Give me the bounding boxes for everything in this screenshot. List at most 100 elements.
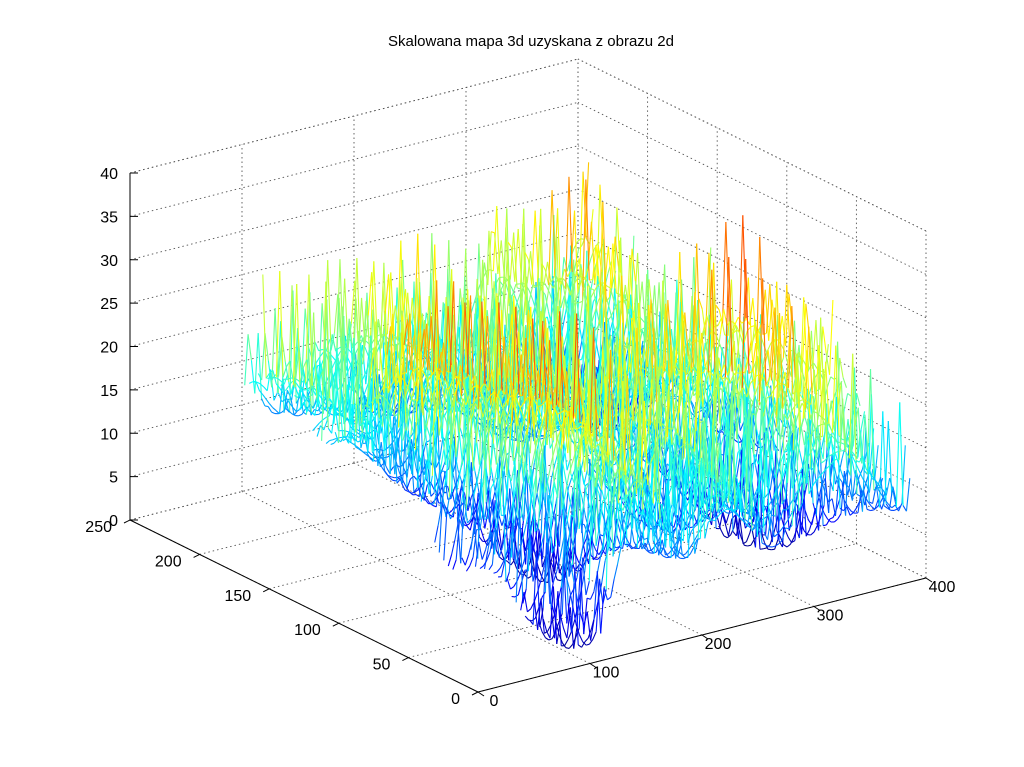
floor-gridline-y: [408, 543, 857, 659]
backwall-gridline-z: [129, 145, 579, 261]
mesh-segment: [287, 377, 292, 380]
mesh-segment: [498, 276, 503, 279]
mesh-segment: [541, 263, 546, 271]
mesh-segment: [318, 386, 324, 396]
mesh-segment: [298, 413, 303, 417]
mesh-segment: [277, 392, 283, 402]
mesh-segment: [597, 275, 602, 310]
mesh-segment: [273, 376, 278, 379]
mesh-segment: [388, 274, 393, 335]
mesh-segment: [294, 349, 300, 381]
mesh-segment: [281, 399, 286, 403]
mesh-segment: [497, 240, 502, 275]
mesh-segment: [267, 377, 271, 380]
mesh-segment: [490, 231, 495, 234]
mesh-segment: [516, 292, 522, 303]
mesh-segment: [369, 261, 375, 338]
mesh-segment: [265, 372, 270, 379]
mesh-segment: [548, 190, 553, 286]
backwall-gridline-z: [129, 362, 579, 478]
mesh-segment: [322, 299, 328, 414]
mesh-segment: [254, 333, 259, 394]
mesh-segment: [321, 281, 327, 396]
mesh-segment: [529, 284, 534, 300]
mesh-segment: [371, 272, 376, 336]
mesh-segment: [282, 392, 287, 399]
mesh-segment: [506, 208, 511, 318]
mesh-segment: [302, 393, 308, 400]
mesh-segment: [285, 408, 290, 413]
mesh-segment: [352, 257, 358, 347]
mesh-segment: [305, 396, 310, 401]
back-gridlines: [129, 58, 927, 693]
mesh-segment: [545, 282, 551, 304]
mesh-segment: [289, 384, 294, 397]
mesh-segment: [365, 300, 370, 348]
mesh-segment: [258, 390, 264, 395]
mesh-segment: [531, 210, 536, 285]
mesh-segment: [271, 307, 276, 388]
mesh-segment: [275, 410, 280, 415]
mesh-segment: [551, 190, 556, 275]
mesh-segment: [578, 339, 583, 359]
mesh-segment: [564, 297, 569, 316]
mesh-segment: [454, 326, 459, 369]
surface-mesh: [244, 162, 911, 649]
mesh-segment: [292, 407, 297, 413]
mesh-segment: [363, 368, 368, 377]
mesh-segment: [527, 259, 533, 285]
mesh-segment: [250, 360, 256, 394]
mesh-segment: [305, 274, 310, 384]
chart-title: Skalowana mapa 3d uzyskana z obrazu 2d: [388, 33, 674, 50]
backwall-gridline-z: [129, 101, 579, 217]
mesh-segment: [257, 333, 263, 399]
mesh-segment: [545, 285, 551, 294]
mesh-segment: [323, 400, 328, 407]
mesh-segment: [336, 348, 341, 392]
mesh-segment: [377, 319, 383, 349]
mesh-segment: [271, 374, 276, 381]
mesh-segment: [331, 355, 336, 361]
mesh-segment: [557, 208, 562, 309]
mesh-segment: [579, 329, 584, 350]
mesh-segment: [263, 386, 268, 392]
mesh-segment: [277, 377, 282, 382]
mesh-segment: [260, 383, 265, 388]
mesh-segment: [301, 308, 306, 379]
sidewall-gridline-z: [577, 275, 927, 449]
mesh-segment: [348, 349, 353, 355]
mesh-segment: [331, 334, 337, 351]
mesh-segment: [346, 365, 351, 375]
mesh-segment: [524, 252, 529, 260]
mesh-segment: [280, 378, 285, 387]
mesh-segment: [299, 367, 304, 385]
mesh-segment: [504, 242, 509, 299]
mesh-segment: [300, 379, 305, 384]
mesh-segment: [330, 333, 335, 351]
mesh-segment: [289, 402, 294, 409]
mesh-segment: [291, 285, 296, 388]
mesh-segment: [304, 388, 309, 391]
mesh-segment: [488, 288, 494, 339]
mesh-segment: [275, 383, 281, 389]
mesh-segment: [532, 284, 537, 287]
mesh-segment: [392, 351, 397, 399]
mesh-segment: [286, 389, 292, 398]
mesh-segment: [278, 336, 283, 377]
backwall-gridline-z: [129, 275, 579, 391]
mesh-segment: [284, 399, 290, 411]
mesh-segment: [328, 334, 333, 363]
floor-gridline-x: [465, 434, 815, 607]
mesh-segment: [362, 300, 367, 365]
mesh-segment: [512, 283, 517, 295]
mesh-segment: [384, 274, 390, 314]
mesh-segment: [261, 398, 266, 407]
mesh-segment: [267, 406, 273, 413]
mesh-segment: [262, 274, 267, 379]
mesh-segment: [345, 318, 350, 363]
mesh-segment: [392, 479, 396, 482]
mesh-segment: [349, 337, 355, 401]
mesh-segment: [288, 285, 293, 382]
mesh-segment: [515, 298, 520, 309]
floor-gridline-x: [241, 491, 591, 664]
